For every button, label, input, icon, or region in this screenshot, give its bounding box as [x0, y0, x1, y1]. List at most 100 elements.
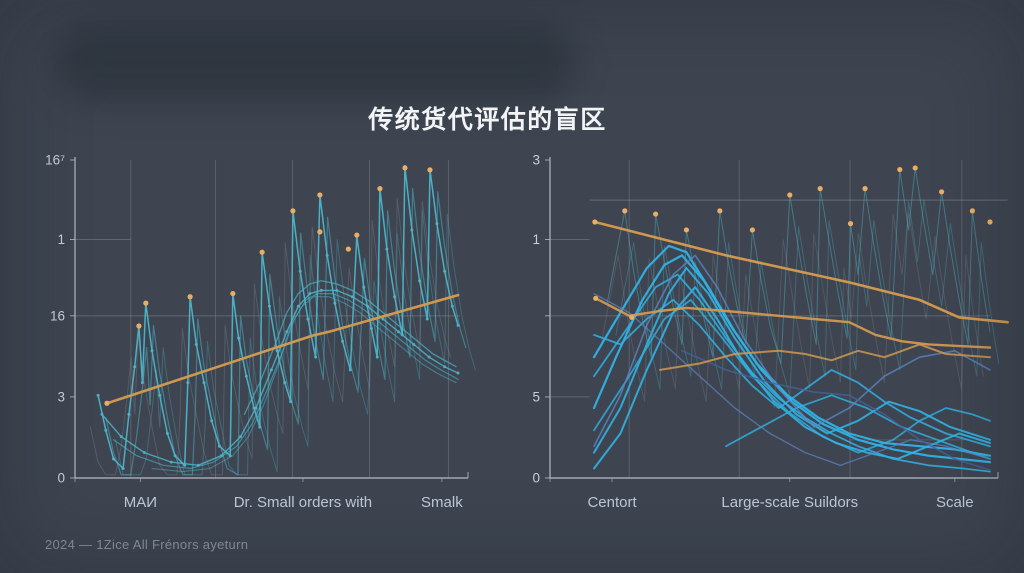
series-faint-teal-sawtooth: [606, 167, 991, 364]
y-tick-label: 16: [50, 308, 65, 323]
vertex-dot: [244, 374, 248, 378]
peak-marker-dot: [593, 295, 599, 301]
peak-marker-dot: [290, 208, 296, 214]
peak-marker-dot: [187, 294, 193, 300]
peak-marker-dot: [847, 221, 854, 227]
vertex-dot: [443, 269, 447, 273]
series-cyan-1: [592, 244, 992, 464]
peak-marker-dot: [143, 300, 149, 306]
vertex-dot: [100, 412, 104, 416]
series-smooth-s-curve-1: [101, 289, 459, 466]
vertex-dot: [418, 279, 422, 283]
chart-left: 16⁷ 1 16 3 0 МАИ Dr. Small orders with Smalk: [45, 153, 476, 511]
series-faint-teal-sawtooth-echo: [615, 199, 1000, 396]
peak-marker-dot: [317, 192, 323, 198]
vertex-dot: [381, 317, 385, 321]
y-tick-label: 1: [532, 232, 540, 247]
vertex-dot: [275, 349, 279, 353]
vertex-dot: [443, 365, 447, 369]
peak-marker-dot: [969, 208, 976, 214]
vertex-dot: [210, 419, 214, 423]
peak-marker-dot: [749, 227, 756, 233]
peak-marker-dot: [104, 400, 110, 406]
vertex-dot: [283, 381, 287, 385]
vertex-dot: [254, 406, 258, 410]
vertex-dot: [427, 355, 431, 359]
series-orange-mid: [594, 297, 992, 349]
series-slate-descending: [681, 349, 991, 471]
vertex-dot: [296, 304, 300, 308]
vertex-dot: [202, 381, 206, 385]
peak-marker-dot: [629, 314, 635, 321]
top-smudge-shadow: [55, 24, 575, 102]
vertex-dot: [412, 342, 416, 346]
y-tick-label: 16⁷: [45, 153, 65, 168]
peak-marker-dot: [427, 167, 433, 173]
peak-marker-dot: [717, 208, 723, 214]
series-teal-sawtooth-echo2: [114, 210, 476, 476]
series-cyan-4: [593, 286, 991, 470]
peak-marker-dot: [402, 165, 408, 171]
vertex-dot: [165, 431, 169, 435]
vertex-dot: [425, 317, 429, 321]
series-cyan-7: [593, 298, 991, 454]
series-steel-1: [593, 254, 991, 448]
peak-marker-dot: [897, 166, 903, 173]
y-tick-label: 0: [57, 471, 65, 486]
vertex-dot: [104, 428, 108, 432]
x-tick-label: Dr. Small orders with: [234, 494, 372, 511]
y-tick-label: 1: [57, 232, 65, 247]
peak-marker-dot: [354, 232, 360, 238]
peak-marker-dot: [912, 165, 918, 171]
vertex-dot: [314, 355, 318, 359]
vertex-dot: [119, 435, 123, 439]
peak-marker-dot: [345, 246, 351, 252]
vertex-dot: [133, 365, 137, 369]
vertex-dot: [348, 368, 352, 372]
vertex-dot: [237, 336, 241, 340]
x-tick-label: Large-scale Suildors: [721, 494, 858, 511]
y-tick-label: 5: [532, 389, 540, 404]
vertex-dot: [369, 327, 373, 331]
vertex-dot: [375, 355, 379, 359]
y-tick-label: 0: [532, 471, 540, 486]
peak-marker-dot: [317, 229, 323, 235]
series-cyan-3: [593, 267, 991, 454]
series-cyan-8: [725, 394, 991, 460]
vertex-dot: [306, 317, 310, 321]
series-smooth-s-curve-4: [243, 280, 457, 416]
peak-marker-dot: [862, 186, 868, 192]
peak-marker-dot: [136, 323, 142, 329]
series-cyan-5: [593, 298, 991, 448]
vertex-dot: [341, 339, 345, 343]
vertex-dot: [393, 295, 397, 299]
vertex-dot: [269, 368, 273, 372]
vertex-dot: [121, 466, 125, 470]
x-tick-label: Smalk: [421, 494, 463, 511]
vertex-dot: [112, 457, 115, 461]
peak-marker-dot: [592, 219, 598, 225]
vertex-dot: [333, 301, 337, 305]
vertex-dot: [366, 304, 370, 308]
x-tick-label: Centort: [587, 494, 637, 511]
peak-marker-dot: [987, 219, 993, 225]
vertex-dot: [450, 304, 454, 308]
vertex-dot: [158, 393, 162, 397]
peak-marker-dot: [787, 192, 793, 198]
series-orange-upper: [593, 220, 1009, 324]
series-cyan-6: [593, 273, 991, 473]
vertex-dot: [183, 463, 187, 467]
peak-marker-dot: [622, 208, 628, 214]
peak-marker-dot: [653, 211, 659, 217]
series-steel-2: [593, 292, 991, 466]
vertex-dot: [169, 460, 173, 464]
footer-credit: 2024 — 1Zice All Frénors ayeturn: [45, 537, 249, 552]
vertex-dot: [142, 451, 146, 455]
series-teal-sawtooth-echo1: [105, 188, 467, 476]
series-orange-trend: [105, 293, 460, 405]
series-smooth-s-curve-2: [112, 293, 459, 470]
peak-marker-dot: [377, 186, 383, 192]
peak-marker-dot: [259, 249, 265, 255]
